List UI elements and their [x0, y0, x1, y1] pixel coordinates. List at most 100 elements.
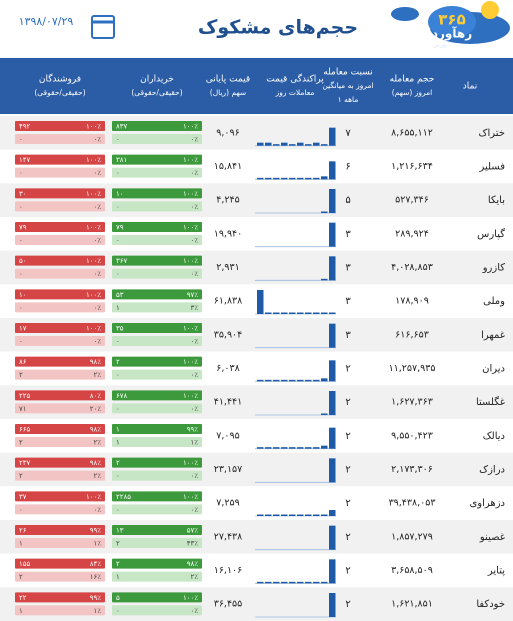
histogram-bar	[313, 447, 320, 449]
percent: ۱۰۰٪	[86, 156, 101, 164]
symbol: پتایر	[487, 566, 505, 577]
ratio: ۲	[345, 397, 350, 408]
percent: ۹۸٪	[187, 560, 199, 568]
histogram-bar	[321, 413, 328, 415]
histogram-bar	[321, 176, 328, 180]
histogram-bar	[257, 142, 264, 146]
count: ۰	[116, 371, 120, 379]
ratio: ۲	[345, 532, 350, 543]
volume: ۱,۶۲۷,۳۶۳	[391, 397, 433, 408]
ratio: ۳	[345, 263, 351, 274]
bar	[15, 188, 105, 199]
bar	[112, 457, 202, 468]
price: ۱۶,۱۰۶	[214, 565, 243, 576]
count: ۰	[19, 169, 23, 177]
price: ۳۶,۴۵۵	[214, 599, 243, 610]
count: ۲	[116, 459, 120, 467]
bar	[15, 437, 105, 447]
percent: ۱۰۰٪	[86, 123, 101, 131]
ratio: ۲	[345, 364, 350, 375]
percent: ۹۷٪	[187, 291, 199, 299]
histogram-bar	[273, 447, 280, 449]
count: ۲	[116, 540, 120, 548]
histogram-bar	[265, 447, 272, 449]
count: ۱۴۷	[19, 156, 31, 164]
histogram-bar	[329, 222, 336, 247]
bar	[15, 504, 105, 515]
column-header: (حقیقی/حقوقی)	[131, 88, 182, 97]
percent: ۰٪	[93, 203, 101, 211]
price: ۹,۰۹۶	[216, 127, 239, 138]
percent: ۸۴٪	[90, 560, 102, 568]
percent: ۱۰۰٪	[183, 459, 198, 467]
symbol: درازک	[479, 465, 505, 476]
bar	[112, 289, 202, 300]
count: ۲	[116, 560, 120, 568]
count: ۳۸۱	[116, 156, 127, 164]
histogram-bar	[289, 177, 296, 180]
histogram-bar	[313, 581, 320, 584]
bar	[15, 558, 105, 569]
histogram-bar	[257, 581, 264, 584]
percent: ۹۹٪	[187, 426, 199, 434]
count: ۱۰	[19, 291, 27, 299]
symbol: خودکفا	[476, 599, 505, 610]
bar	[112, 323, 202, 333]
count: ۱۳	[116, 527, 124, 535]
column-header: (حقیقی/حقوقی)	[34, 88, 85, 97]
bar	[15, 167, 105, 178]
histogram-bar	[289, 514, 296, 516]
calendar-icon	[91, 15, 115, 39]
count: ۲۳۷	[19, 459, 31, 467]
bar	[112, 424, 202, 434]
bar	[112, 491, 202, 502]
volume: ۱,۸۵۷,۲۷۹	[391, 531, 433, 542]
histogram-bar	[297, 447, 304, 449]
count: ۰	[116, 405, 120, 413]
count: ۵۳	[116, 291, 124, 299]
histogram-bar	[329, 593, 336, 617]
ratio: ۲	[345, 498, 350, 509]
count: ۰	[116, 472, 120, 480]
histogram-bar	[265, 514, 272, 516]
percent: ۰٪	[190, 371, 198, 379]
price: ۲۳,۱۵۷	[214, 464, 243, 475]
histogram-bar	[321, 445, 328, 449]
percent: ۱۰۰٪	[86, 257, 101, 265]
count: ۱	[116, 439, 120, 447]
histogram-bar	[313, 514, 320, 516]
bar	[112, 167, 202, 178]
percent: ۱۰۰٪	[183, 358, 198, 366]
bar	[112, 154, 202, 165]
histogram-bar	[281, 514, 288, 516]
column-header: خریداران	[140, 75, 174, 85]
sun	[481, 1, 499, 19]
ratio: ۲	[345, 465, 350, 476]
bar	[15, 289, 105, 300]
histogram-bar	[289, 312, 296, 314]
percent: ۱٪	[190, 439, 198, 447]
bar	[112, 336, 202, 346]
histogram-bar	[321, 378, 328, 382]
cloud	[428, 6, 476, 38]
price: ۴,۲۴۵	[216, 195, 239, 206]
count: ۲	[19, 439, 23, 447]
bar	[15, 235, 105, 245]
histogram-bar	[305, 379, 312, 382]
histogram-bar	[313, 379, 320, 382]
percent: ۱۰۰٪	[183, 190, 198, 198]
bar	[112, 268, 202, 279]
symbol: دیالک	[483, 431, 505, 442]
bar	[112, 134, 202, 144]
histogram-bar	[329, 127, 336, 146]
count: ۲	[19, 371, 23, 379]
count: ۰	[116, 607, 120, 615]
percent: ۰٪	[190, 203, 198, 211]
count: ۱۰	[116, 190, 124, 198]
column-header: فروشندگان	[39, 73, 81, 85]
column-header: نسبت معامله	[323, 68, 372, 78]
percent: ۰٪	[93, 237, 101, 245]
symbol: غگلستا	[476, 396, 505, 408]
histogram-bar	[281, 142, 288, 146]
percent: ۰٪	[190, 136, 198, 144]
